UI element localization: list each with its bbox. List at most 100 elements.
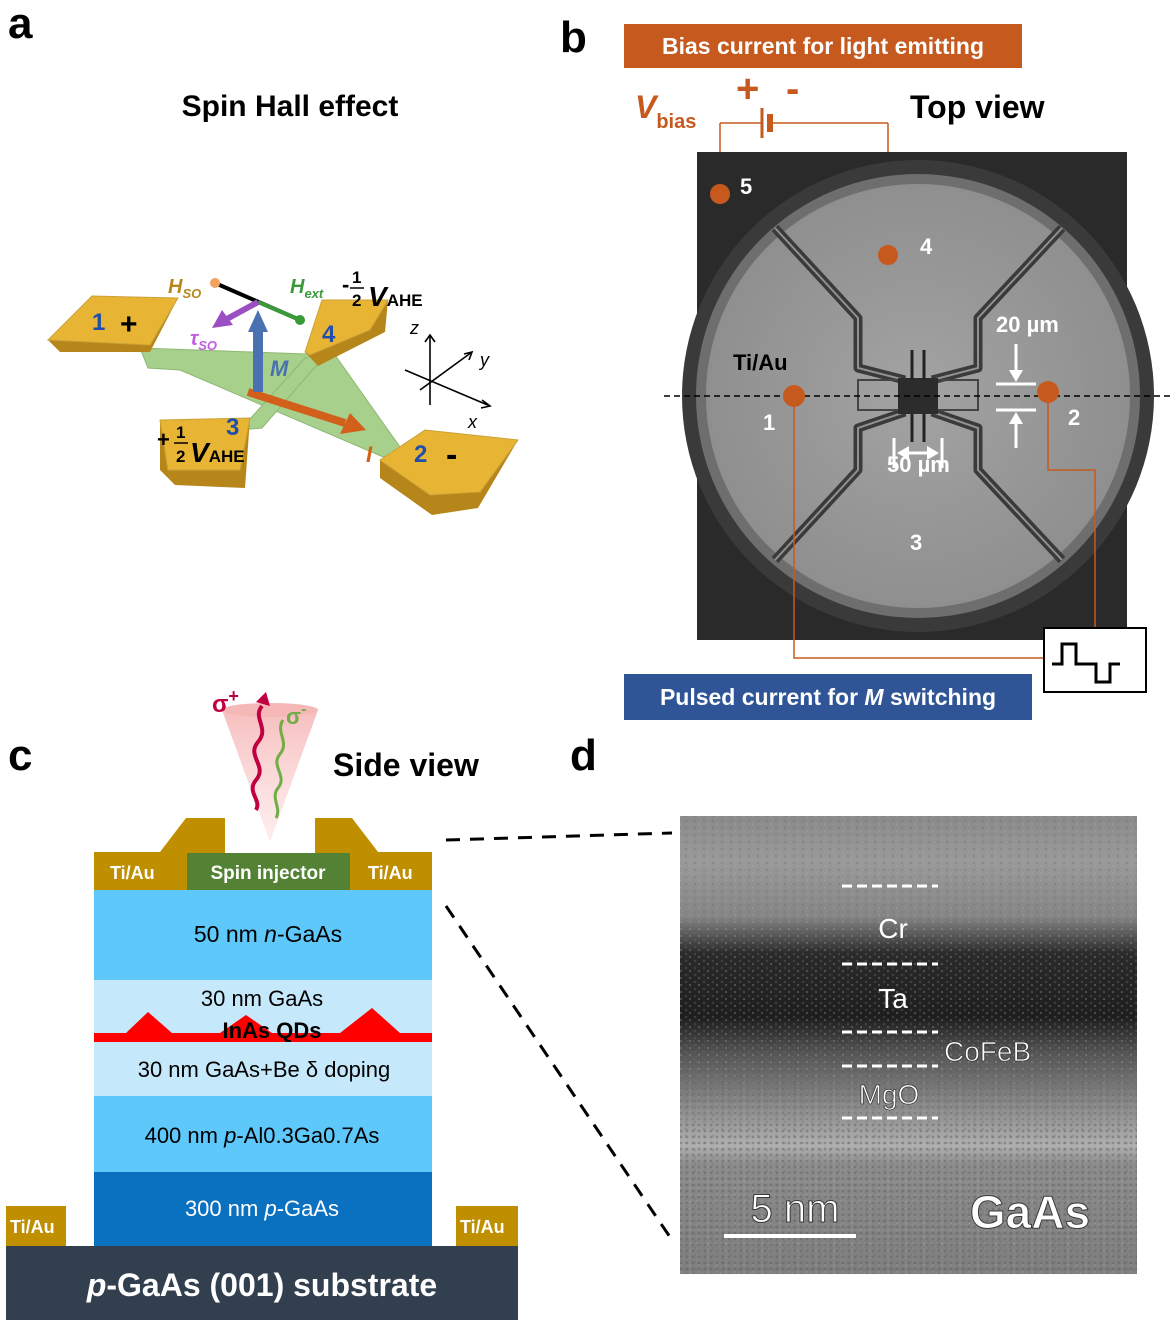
panel-b: Bias current for light emitting + - Vbia… xyxy=(624,24,1174,720)
inas-qd-layer xyxy=(94,1008,432,1042)
v-ahe-left-den: 2 xyxy=(176,447,185,466)
pad-2-sign: - xyxy=(446,436,457,474)
zoom-line-top xyxy=(445,831,673,842)
contact-dot-5 xyxy=(710,184,730,204)
v-ahe-left-sub: AHE xyxy=(209,447,245,466)
v-ahe-right: - 1 2 VAHE xyxy=(342,268,423,312)
tem-label-gaas: GaAs xyxy=(970,1186,1090,1238)
svg-text:σ+: σ+ xyxy=(212,686,239,718)
svg-text:VAHE: VAHE xyxy=(368,281,423,312)
sigma-plus-label: σ xyxy=(212,691,228,718)
layer-4-post: -GaAs xyxy=(277,1196,339,1221)
svg-text:p-GaAs (001) substrate: p-GaAs (001) substrate xyxy=(86,1267,437,1303)
vbias-v: V xyxy=(635,89,659,125)
bottom-contact-right xyxy=(456,1206,518,1246)
panel-d: Cr Ta CoFeB MgO GaAs 5 nm xyxy=(680,816,1137,1274)
layer-gaas-be xyxy=(94,1042,432,1096)
v-ahe-right-num: 1 xyxy=(352,268,361,287)
axis-y-label: y xyxy=(478,350,490,370)
axis-x-label: x xyxy=(467,412,478,432)
svg-text:τSO: τSO xyxy=(190,328,217,353)
magnetization-arrow: M xyxy=(248,310,289,392)
v-ahe-right-sign: - xyxy=(342,272,349,297)
tem-label-cr: Cr xyxy=(878,913,908,944)
tem-label-mgo: MgO xyxy=(859,1079,920,1110)
v-ahe-left-num: 1 xyxy=(176,423,185,442)
magnetization-label: M xyxy=(270,356,289,381)
pulse-banner-m: M xyxy=(864,684,884,710)
h-so-sub: SO xyxy=(182,286,201,301)
pulse-banner-post: switching xyxy=(884,684,996,710)
layer-2-label: 30 nm GaAs+Be δ doping xyxy=(138,1057,391,1082)
spin-injector xyxy=(187,853,350,890)
panel-a-title: Spin Hall effect xyxy=(182,90,399,123)
layer-0-post: -GaAs xyxy=(277,921,342,947)
ti-au-bottom-left: Ti/Au xyxy=(10,1217,55,1237)
svg-text:VAHE: VAHE xyxy=(190,437,245,468)
pulse-wires xyxy=(793,392,1096,659)
svg-text:50 nm n-GaAs: 50 nm n-GaAs xyxy=(194,921,342,947)
scale-bar xyxy=(724,1234,856,1238)
layer-3-it: p xyxy=(223,1123,236,1148)
contact-3-label: 3 xyxy=(910,530,922,555)
zoom-line-bottom xyxy=(444,905,674,1241)
dim-20um-label: 20 µm xyxy=(996,312,1059,337)
layer-n-gaas xyxy=(94,890,432,980)
svg-text:HSO: HSO xyxy=(168,276,201,301)
bias-banner-text: Bias current for light emitting xyxy=(662,33,984,59)
contact-5-label: 5 xyxy=(740,174,752,199)
layer-boundaries xyxy=(842,884,938,1120)
tem-label-cofeb: CoFeB xyxy=(944,1036,1031,1067)
pad-1: 1 + xyxy=(46,295,179,352)
current-arrow: I xyxy=(246,388,373,467)
v-ahe-left: + 1 2 VAHE xyxy=(157,423,245,468)
scale-bar-label: 5 nm xyxy=(751,1187,840,1231)
v-ahe-left-v: V xyxy=(190,437,211,468)
svg-text:Hext: Hext xyxy=(290,276,324,301)
axis-z-label: z xyxy=(409,318,419,338)
contact-1-label: 1 xyxy=(763,410,775,435)
contact-4-label: 4 xyxy=(920,234,933,259)
h-ext-vector: Hext xyxy=(257,276,324,325)
bias-banner xyxy=(624,24,1022,68)
h-ext-sub: ext xyxy=(304,286,323,301)
battery-minus: - xyxy=(786,67,799,111)
sigma-minus-sup: - xyxy=(301,701,306,718)
sigma-minus-label: σ xyxy=(286,704,301,729)
contact-2-label: 2 xyxy=(1068,405,1080,430)
emission-cone xyxy=(222,710,318,842)
v-ahe-right-sub: AHE xyxy=(387,291,423,310)
ti-au-top-right: Ti/Au xyxy=(368,863,413,883)
pulse-banner-pre: Pulsed current for xyxy=(660,684,864,710)
current-label: I xyxy=(366,442,373,467)
svg-text:Vbias: Vbias xyxy=(635,89,696,133)
layer-3-pre: 400 nm xyxy=(145,1123,225,1148)
battery-plus: + xyxy=(736,67,759,111)
tem-label-ta: Ta xyxy=(878,983,908,1014)
spin-injector-label: Spin injector xyxy=(210,863,326,884)
side-view-label: Side view xyxy=(333,747,479,783)
panel-letter-c: c xyxy=(8,731,32,780)
substrate-it: p xyxy=(86,1267,107,1303)
svg-text:400 nm p-Al0.3Ga0.7As: 400 nm p-Al0.3Ga0.7As xyxy=(145,1123,380,1148)
dim-50um-label: 50 µm xyxy=(887,452,950,477)
panel-letter-b: b xyxy=(560,13,587,62)
panel-letter-d: d xyxy=(570,731,597,780)
pad-1-sign: + xyxy=(120,308,138,341)
substrate-label: -GaAs (001) substrate xyxy=(106,1267,437,1303)
layer-p-algaas xyxy=(94,1096,432,1172)
svg-text:Pulsed current for M switching: Pulsed current for M switching xyxy=(660,684,996,710)
panel-a: Spin Hall effect 1 + 4 3 2 - xyxy=(46,90,519,515)
ti-au-label-b: Ti/Au xyxy=(733,350,788,375)
pad-3: 3 xyxy=(159,414,251,488)
panel-letter-a: a xyxy=(8,0,33,48)
layer-1-label: 30 nm GaAs xyxy=(201,986,323,1011)
vbias-sub: bias xyxy=(656,111,696,133)
layer-0-it: n xyxy=(264,921,277,947)
layer-4-it: p xyxy=(263,1196,276,1221)
pad-2: 2 - xyxy=(379,429,519,515)
v-ahe-right-v: V xyxy=(368,281,389,312)
sigma-plus-wave xyxy=(250,704,265,812)
tau-so-label: τ xyxy=(190,328,200,350)
